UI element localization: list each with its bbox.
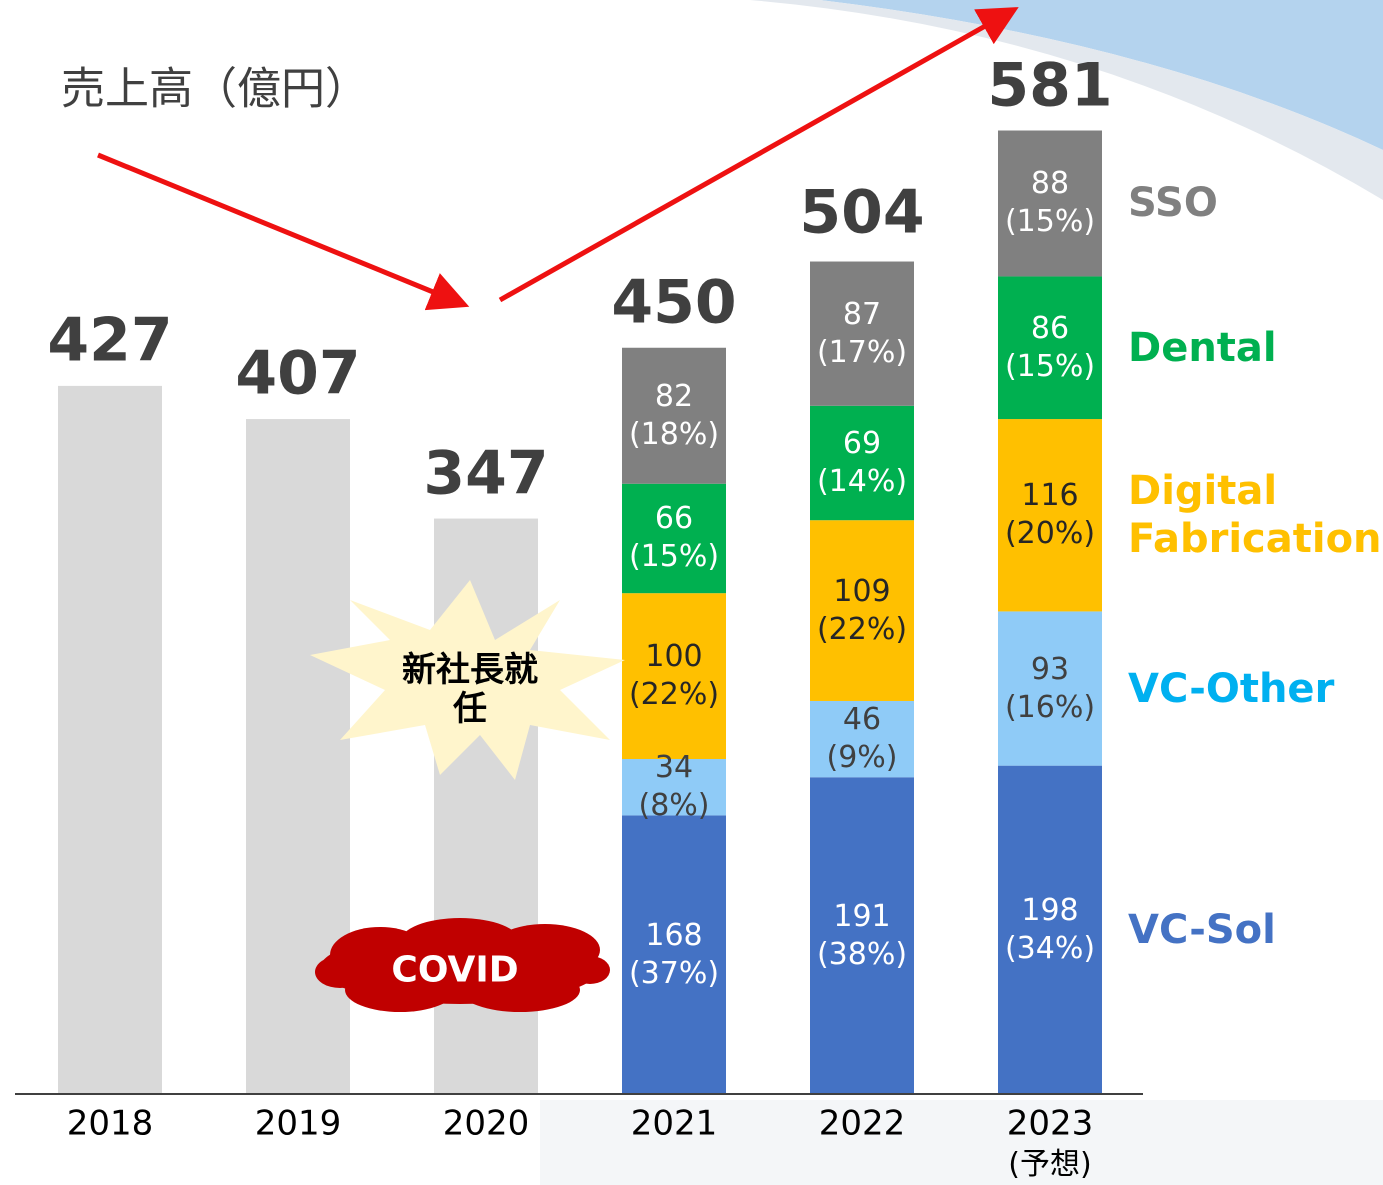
legend-label: Dental [1128, 324, 1383, 372]
share-label: (16%) [1005, 690, 1095, 725]
share-label: (18%) [629, 417, 719, 452]
value-label: 116 [1021, 479, 1078, 514]
share-label: (17%) [817, 335, 907, 370]
share-label: (9%) [826, 741, 897, 776]
share-label: (22%) [629, 678, 719, 713]
legend-label: SSO [1128, 179, 1383, 227]
share-label: (34%) [1005, 932, 1095, 967]
total-label: 581 [987, 51, 1112, 120]
value-label: 82 [655, 379, 693, 414]
x-tick-note: (予想) [1008, 1148, 1091, 1183]
chart-title: 売上高（億円） [61, 65, 369, 116]
bar [246, 419, 350, 1094]
total-label: 450 [611, 268, 736, 337]
x-tick-label: 2023 [1007, 1104, 1094, 1143]
total-label: 347 [423, 439, 548, 508]
value-label: 66 [655, 502, 693, 537]
share-label: (15%) [1005, 350, 1095, 385]
president-note: 新社長就任 [400, 651, 540, 729]
x-tick-label: 2022 [819, 1104, 906, 1143]
trend-arrow [98, 155, 460, 303]
share-label: (15%) [629, 540, 719, 575]
x-tick-label: 2021 [631, 1104, 718, 1143]
legend-label: VC-Sol [1128, 906, 1383, 954]
value-label: 46 [843, 703, 881, 738]
legend-label: VC-Other [1128, 665, 1383, 713]
bar [58, 386, 162, 1094]
value-label: 93 [1031, 652, 1069, 687]
share-label: (14%) [817, 465, 907, 500]
chart: 売上高（億円） 新社長就任 COVID 2018 427 2019 407 2020 34… [0, 0, 1383, 1185]
share-label: (37%) [629, 956, 719, 991]
value-label: 168 [645, 918, 702, 953]
x-tick-label: 2019 [255, 1104, 342, 1143]
value-label: 198 [1021, 894, 1078, 929]
value-label: 34 [655, 751, 693, 786]
share-label: (22%) [817, 612, 907, 647]
share-label: (8%) [638, 789, 709, 824]
x-tick-label: 2020 [443, 1104, 530, 1143]
value-label: 109 [833, 574, 890, 609]
value-label: 88 [1031, 167, 1069, 202]
total-label: 427 [47, 306, 172, 375]
trend-arrow [500, 12, 1010, 300]
share-label: (38%) [817, 937, 907, 972]
share-label: (20%) [1005, 517, 1095, 552]
value-label: 100 [645, 640, 702, 675]
total-label: 407 [235, 340, 360, 409]
share-label: (15%) [1005, 205, 1095, 240]
covid-note: COVID [391, 949, 518, 990]
value-label: 69 [843, 427, 881, 462]
chart-canvas [0, 0, 1383, 1185]
value-label: 86 [1031, 312, 1069, 347]
legend-label: Digital Fabrication [1128, 467, 1383, 563]
total-label: 504 [799, 179, 924, 248]
x-tick-label: 2018 [67, 1104, 154, 1143]
value-label: 191 [833, 899, 890, 934]
value-label: 87 [843, 297, 881, 332]
